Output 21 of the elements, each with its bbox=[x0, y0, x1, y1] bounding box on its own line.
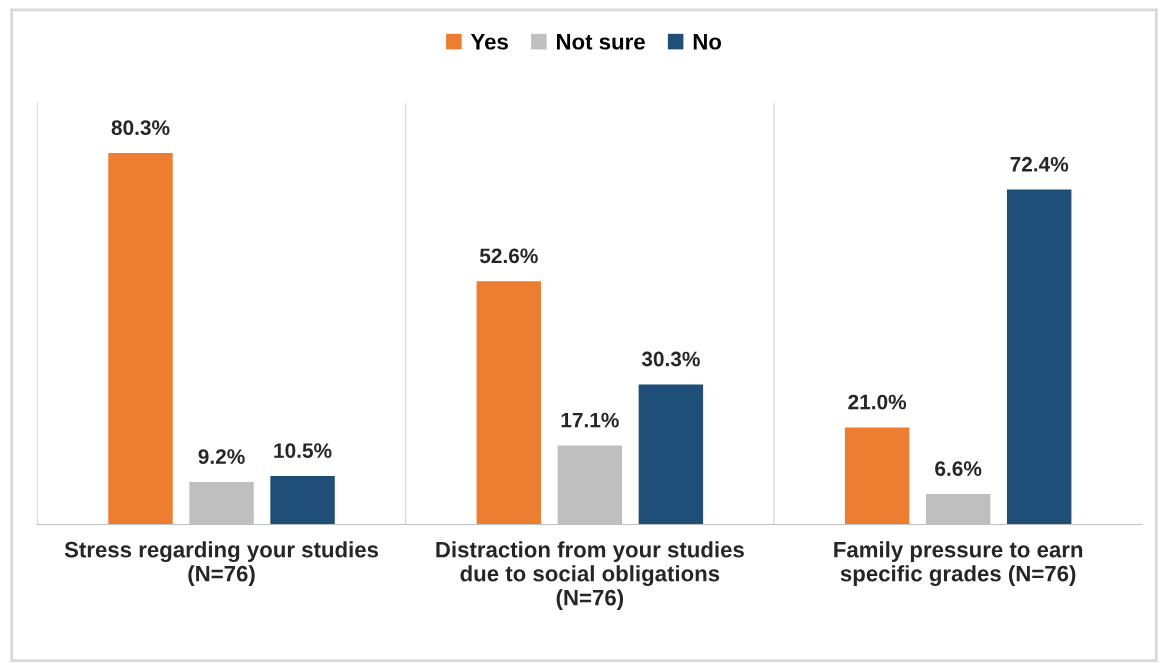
data-label: 72.4% bbox=[1010, 156, 1069, 172]
data-label: 10.5% bbox=[274, 443, 332, 458]
legend-label: Yes bbox=[470, 34, 508, 50]
x-tick-label: Family pressure to earn specific grades (N=76) bbox=[834, 541, 1083, 586]
bar bbox=[476, 281, 542, 525]
x-tick-label: Stress regarding your studies (N=76) bbox=[64, 541, 379, 586]
bar bbox=[270, 475, 335, 525]
x-tick-label: Distraction from your studies due to social obligations (N=76) bbox=[436, 541, 744, 610]
data-label: 17.1% bbox=[561, 412, 619, 428]
data-label: 21.0% bbox=[848, 394, 907, 410]
data-label: 52.6% bbox=[479, 248, 538, 264]
data-label: 80.3% bbox=[111, 120, 170, 136]
data-label: 9.2% bbox=[198, 449, 245, 464]
bar bbox=[638, 384, 704, 525]
bar bbox=[844, 427, 910, 525]
bar bbox=[108, 153, 173, 525]
data-label: 30.3% bbox=[641, 351, 700, 367]
legend-label: No bbox=[693, 34, 722, 50]
legend-label: Not sure bbox=[556, 34, 645, 50]
data-label: 6.6% bbox=[935, 461, 982, 477]
bar bbox=[1006, 189, 1072, 525]
